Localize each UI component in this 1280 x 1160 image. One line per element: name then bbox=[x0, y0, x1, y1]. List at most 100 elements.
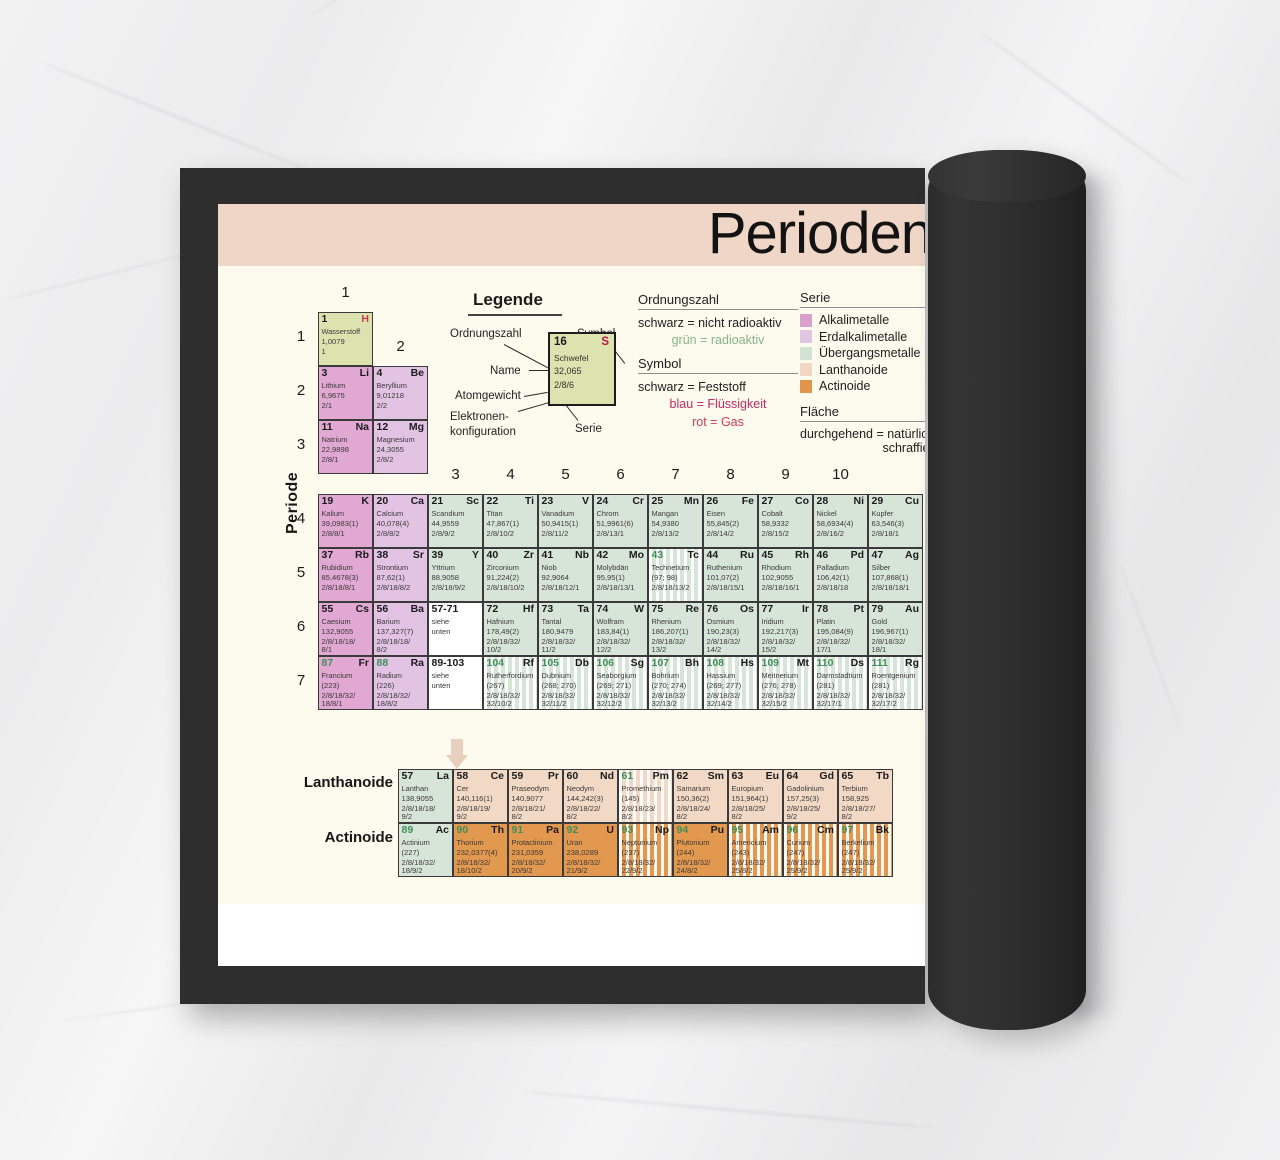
element-cell: 77 Ir Iridium 192,217(3) 2/8/18/32/ 15/2 bbox=[758, 602, 813, 656]
element-atomic-number: 90 bbox=[456, 824, 469, 836]
element-electron-config: 2/8/18/23/ 8/2 bbox=[621, 804, 656, 822]
element-symbol: Na bbox=[355, 421, 369, 433]
element-symbol: Hf bbox=[522, 603, 534, 615]
element-name: Rhenium bbox=[651, 617, 682, 626]
element-atomic-number: 110 bbox=[816, 657, 834, 669]
poster-mat: Periodensy Legende Ordnungszahl Symbol N… bbox=[218, 204, 925, 966]
element-name: Palladium bbox=[816, 563, 849, 572]
element-atomic-weight: 158,925 bbox=[841, 794, 869, 803]
element-atomic-number: 28 bbox=[816, 495, 829, 507]
element-atomic-weight: (270; 274) bbox=[651, 681, 687, 690]
element-cell: 106 Sg Seaborgium (269; 271) 2/8/18/32/ 32/1… bbox=[593, 656, 648, 710]
actinoide-row-label: Actinoide bbox=[324, 829, 393, 846]
element-symbol: Bk bbox=[875, 824, 889, 836]
element-cell: 26 Fe Eisen 55,845(2) 2/8/14/2 bbox=[703, 494, 758, 548]
element-symbol: Sg bbox=[630, 657, 644, 669]
element-symbol: Nb bbox=[575, 549, 589, 561]
lanthanoide-row-label: Lanthanoide bbox=[303, 774, 393, 791]
element-electron-config: 2/8/18/32/ 21/9/2 bbox=[566, 858, 601, 876]
element-name: siehe bbox=[431, 671, 450, 680]
element-electron-config: 2/8/18/25/ 9/2 bbox=[786, 804, 821, 822]
element-symbol: Rg bbox=[905, 657, 919, 669]
element-cell: 61 Pm Promethium (145) 2/8/18/23/ 8/2 bbox=[618, 769, 673, 823]
element-cell: 79 Au Gold 196,967(1) 2/8/18/32/ 18/1 bbox=[868, 602, 923, 656]
element-symbol: Ca bbox=[410, 495, 424, 507]
legend-symbol-heading: Symbol bbox=[638, 356, 682, 371]
element-electron-config: 2/8/18/32/ 10/2 bbox=[486, 637, 521, 655]
legend-serie-list: Alkalimetalle Erdalkalimetalle Übergangsme… bbox=[800, 313, 925, 393]
leader-line-elektronen bbox=[517, 402, 549, 412]
element-cell: 58 Ce Cer 140,116(1) 2/8/18/19/ 9/2 bbox=[453, 769, 508, 823]
element-cell: 105 Db Dubnium (268; 270) 2/8/18/32/ 32/11/2 bbox=[538, 656, 593, 710]
legend-flaeche-block: Fläche durchgehend = natürlich schraffie… bbox=[800, 404, 925, 455]
element-atomic-weight: 54,9380 bbox=[651, 519, 679, 528]
element-name: Hafnium bbox=[486, 617, 515, 626]
element-electron-config: 2/8/9/2 bbox=[431, 529, 455, 538]
element-atomic-weight: 195,084(9) bbox=[816, 627, 854, 636]
element-atomic-number: 94 bbox=[676, 824, 689, 836]
element-atomic-number: 89-103 bbox=[431, 657, 465, 669]
element-electron-config: 2/8/18/9/2 bbox=[431, 583, 466, 592]
element-symbol: Ag bbox=[905, 549, 919, 561]
element-atomic-weight: 180,9479 bbox=[541, 627, 574, 636]
element-symbol: Mn bbox=[683, 495, 699, 507]
element-cell: 39 Y Yttrium 88,9058 2/8/18/9/2 bbox=[428, 548, 483, 602]
element-name: Tantal bbox=[541, 617, 562, 626]
element-electron-config: 2/8/11/2 bbox=[541, 529, 569, 538]
element-name: Meitnerium bbox=[761, 671, 799, 680]
element-symbol: K bbox=[361, 495, 369, 507]
element-atomic-number: 20 bbox=[376, 495, 389, 507]
element-name: Platin bbox=[816, 617, 836, 626]
element-symbol: Y bbox=[471, 549, 479, 561]
element-atomic-weight: 231,0359 bbox=[511, 848, 544, 857]
element-atomic-weight: (244) bbox=[676, 848, 695, 857]
element-electron-config: 2/8/18/18/1 bbox=[871, 583, 910, 592]
serie-swatch-icon bbox=[800, 330, 812, 343]
element-atomic-number: 89 bbox=[401, 824, 414, 836]
element-electron-config: 2/8/14/2 bbox=[706, 529, 734, 538]
element-atomic-number: 65 bbox=[841, 770, 854, 782]
group-number: 2 bbox=[396, 338, 405, 355]
element-symbol: Th bbox=[491, 824, 504, 836]
element-name: Yttrium bbox=[431, 563, 455, 572]
element-atomic-number: 27 bbox=[761, 495, 774, 507]
element-atomic-weight: 107,868(1) bbox=[871, 573, 909, 582]
element-atomic-number: 4 bbox=[376, 367, 383, 379]
element-atomic-weight: 87,62(1) bbox=[376, 573, 405, 582]
element-name: Protactinium bbox=[511, 838, 553, 847]
element-name: Darmstadtium bbox=[816, 671, 863, 680]
element-symbol: Pu bbox=[710, 824, 724, 836]
element-atomic-weight: (247) bbox=[786, 848, 805, 857]
element-electron-config: 2/8/1 bbox=[321, 455, 339, 464]
element-atomic-number: 58 bbox=[456, 770, 469, 782]
element-symbol: Ta bbox=[577, 603, 589, 615]
element-name: Strontium bbox=[376, 563, 409, 572]
element-atomic-number: 12 bbox=[376, 421, 389, 433]
element-electron-config: 2/8/13/2 bbox=[651, 529, 679, 538]
element-atomic-number: 63 bbox=[731, 770, 744, 782]
element-electron-config: 2/8/18/32/ 12/2 bbox=[596, 637, 631, 655]
element-electron-config: 2/8/18/8/1 bbox=[321, 583, 356, 592]
element-electron-config: 2/8/18/32/ 11/2 bbox=[541, 637, 576, 655]
element-cell: 92 U Uran 238,0289 2/8/18/32/ 21/9/2 bbox=[563, 823, 618, 877]
element-atomic-number: 91 bbox=[511, 824, 524, 836]
element-atomic-weight: 144,242(3) bbox=[566, 794, 604, 803]
element-atomic-weight: 140,9077 bbox=[511, 794, 544, 803]
period-number: 5 bbox=[296, 564, 306, 581]
element-atomic-weight: 196,967(1) bbox=[871, 627, 909, 636]
element-cell: 23 V Vanadium 50,9415(1) 2/8/11/2 bbox=[538, 494, 593, 548]
element-symbol: Os bbox=[739, 603, 754, 615]
legend-serie-label: Erdalkalimetalle bbox=[819, 329, 908, 344]
element-name: Technetium bbox=[651, 563, 690, 572]
element-name: Cer bbox=[456, 784, 469, 793]
element-name: Hassium bbox=[706, 671, 736, 680]
element-atomic-weight: 190,23(3) bbox=[706, 627, 740, 636]
element-atomic-number: 95 bbox=[731, 824, 744, 836]
element-atomic-weight: 39,0983(1) bbox=[321, 519, 359, 528]
element-atomic-weight: 238,0289 bbox=[566, 848, 599, 857]
element-atomic-weight: 186,207(1) bbox=[651, 627, 689, 636]
legend-flaeche-line-1: durchgehend = natürlich bbox=[800, 427, 925, 441]
element-symbol: Ce bbox=[490, 770, 504, 782]
element-electron-config: 2/8/16/2 bbox=[816, 529, 844, 538]
element-atomic-number: 37 bbox=[321, 549, 334, 561]
